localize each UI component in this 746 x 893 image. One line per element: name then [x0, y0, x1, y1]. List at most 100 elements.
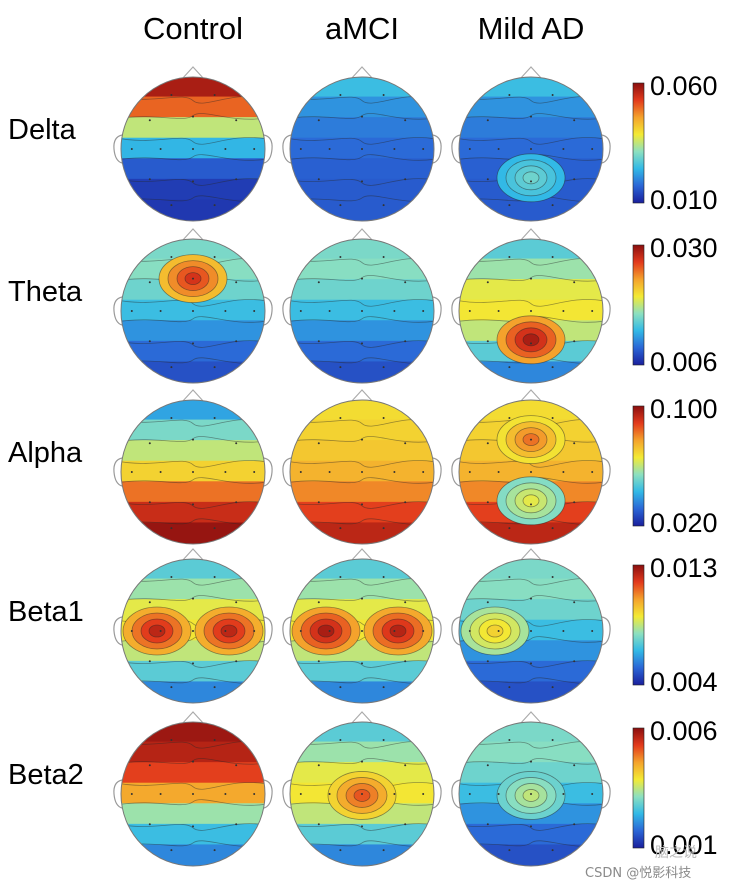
activation-blob — [148, 624, 166, 638]
electrode-dot — [404, 442, 407, 445]
colorbar-max-theta: 0.030 — [650, 233, 718, 263]
topomap-band-fill — [121, 681, 265, 703]
right-ear-outline — [263, 457, 273, 487]
electrode-dot — [361, 662, 363, 665]
electrode-dot — [361, 630, 363, 632]
topomap-band-fill — [121, 320, 265, 343]
electrode-dot — [361, 597, 363, 600]
electrode-dot — [422, 148, 425, 150]
electrode-dot — [530, 597, 532, 600]
electrode-dot — [339, 366, 342, 369]
left-ear-outline — [282, 779, 292, 809]
colorbar-alpha — [632, 405, 645, 527]
right-ear-outline — [263, 779, 273, 809]
electrode-dot — [361, 438, 363, 441]
electrode-dot — [486, 660, 489, 663]
electrode-dot — [317, 823, 320, 826]
contour-line — [121, 518, 265, 525]
electrode-dot — [317, 442, 320, 445]
electrode-dot — [361, 503, 363, 506]
electrode-dot — [235, 178, 238, 181]
nose-outline — [519, 389, 543, 403]
contour-line — [121, 741, 265, 749]
electrode-dot — [497, 630, 500, 632]
electrode-dot — [148, 178, 151, 181]
topomap-alpha-mild-ad — [451, 389, 611, 545]
contour-line — [121, 316, 265, 323]
nose-outline — [350, 389, 374, 403]
electrode-dot — [159, 630, 162, 632]
watermark-text: CSDN @悦影科技 — [585, 866, 692, 881]
right-ear-outline — [432, 296, 442, 326]
electrode-dot — [317, 281, 320, 284]
electrode-dot — [299, 310, 302, 312]
electrode-dot — [361, 825, 363, 828]
electrode-dot — [591, 148, 594, 150]
electrode-dot — [530, 503, 532, 506]
topomap-band-fill — [121, 158, 265, 181]
electrode-dot — [170, 576, 173, 578]
left-ear-outline — [451, 457, 461, 487]
topomap-delta-amci — [282, 66, 442, 222]
colorbar-beta1 — [632, 564, 645, 686]
contour-line — [459, 460, 603, 468]
topomap-band-fill — [121, 96, 265, 120]
contour-line — [121, 840, 265, 847]
topomap-band-fill — [459, 199, 603, 221]
topomap-band-fill — [121, 578, 265, 602]
topomap-band-fill — [459, 844, 603, 866]
electrode-dot — [253, 310, 256, 312]
electrode-dot — [404, 119, 407, 122]
electrode-dot — [170, 256, 173, 258]
topomap-beta1-control — [113, 548, 273, 704]
electrode-dot — [328, 471, 331, 473]
electrode-dot — [486, 340, 489, 343]
contour-line — [121, 578, 265, 586]
left-ear-outline — [282, 296, 292, 326]
electrode-dot — [551, 94, 554, 96]
right-ear-outline — [601, 296, 611, 326]
left-ear-outline — [113, 779, 123, 809]
topomap-band-fill — [121, 522, 265, 544]
electrode-dot — [404, 178, 407, 181]
electrode-dot — [339, 849, 342, 852]
head-outline — [120, 76, 266, 222]
topomap-band-fill — [121, 741, 265, 765]
topomap-band-fill — [459, 722, 603, 744]
topomap-band-fill — [121, 762, 265, 785]
electrode-dot — [317, 178, 320, 181]
topomap-band-fill — [459, 741, 603, 765]
head-outline — [458, 721, 604, 867]
nose-outline — [519, 66, 543, 80]
topomap-band-fill — [121, 722, 265, 744]
electrode-dot — [170, 686, 173, 689]
topomap-band-fill — [290, 578, 434, 602]
right-ear-outline — [263, 296, 273, 326]
topomap-band-fill — [290, 158, 434, 181]
colorbar-max-beta2: 0.006 — [650, 716, 718, 746]
electrode-dot — [253, 148, 256, 150]
electrode-dot — [573, 501, 576, 504]
electrode-dot — [573, 442, 576, 445]
left-ear-outline — [113, 134, 123, 164]
electrode-dot — [170, 417, 173, 419]
topomap-theta-mild-ad — [451, 228, 611, 384]
left-ear-outline — [113, 296, 123, 326]
electrode-dot — [508, 686, 511, 689]
contour-line — [459, 137, 603, 145]
nose-outline — [350, 228, 374, 242]
column-title-amci: aMCI — [325, 11, 399, 46]
electrode-dot — [486, 601, 489, 604]
contour-line — [121, 154, 265, 161]
electrode-dot — [148, 660, 151, 663]
contour-line — [121, 460, 265, 468]
topomap-band-fill — [121, 419, 265, 443]
electrode-dot — [393, 148, 396, 150]
electrode-dot — [573, 764, 576, 767]
electrode-dot — [339, 527, 342, 530]
topomap-band-fill — [459, 96, 603, 120]
electrode-dot — [159, 471, 162, 473]
electrode-dot — [130, 630, 133, 632]
electrode-dot — [235, 501, 238, 504]
electrode-dot — [393, 471, 396, 473]
